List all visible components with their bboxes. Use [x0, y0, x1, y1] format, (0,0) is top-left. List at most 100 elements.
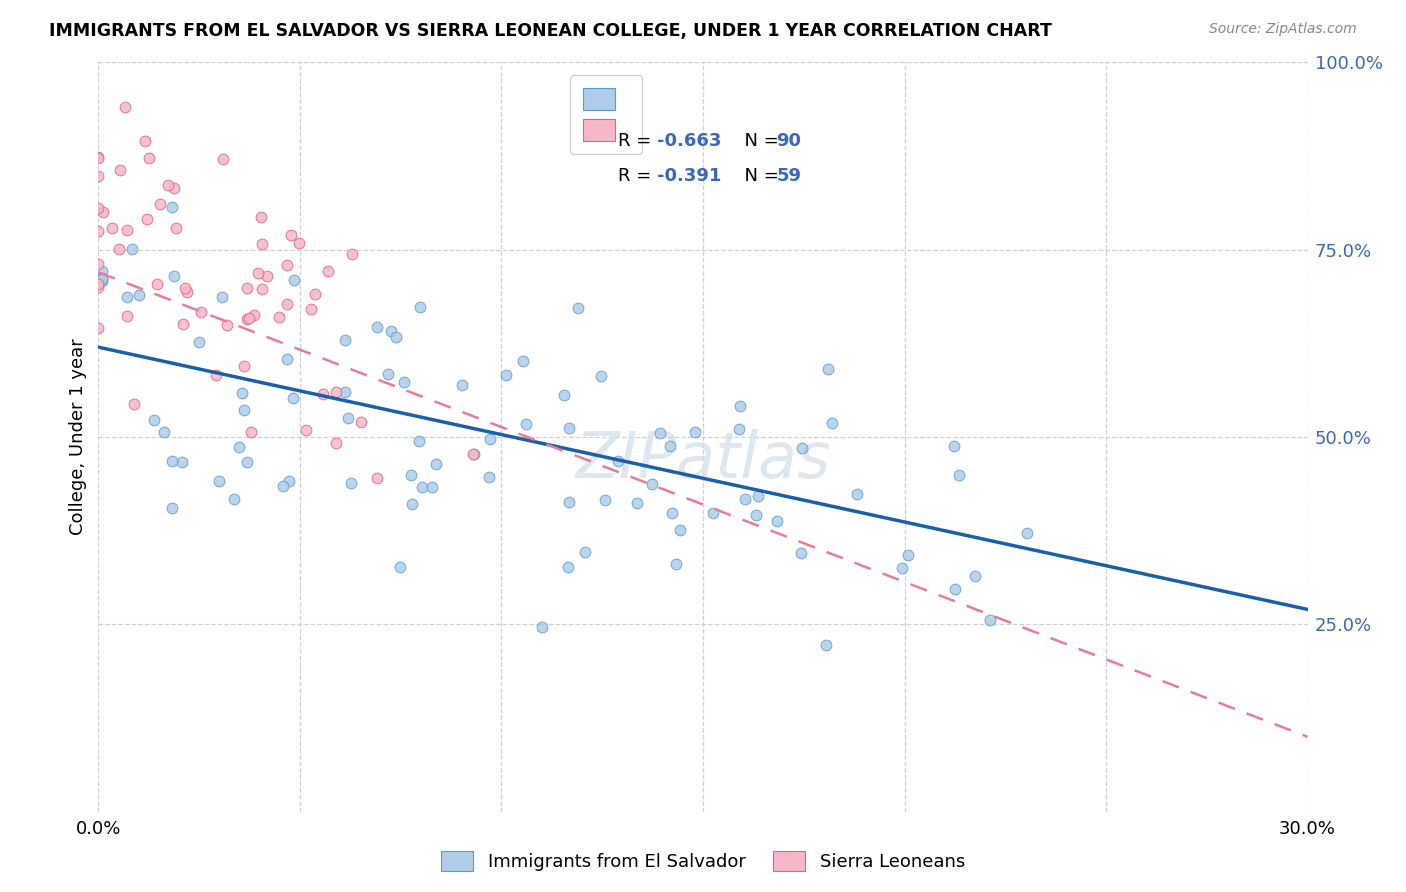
Text: -0.663: -0.663 — [657, 132, 721, 151]
Point — [425, 457, 447, 471]
Point — [165, 221, 187, 235]
Point — [163, 180, 186, 194]
Point — [160, 454, 183, 468]
Point — [299, 301, 322, 316]
Text: Source: ZipAtlas.com: Source: ZipAtlas.com — [1209, 22, 1357, 37]
Point — [401, 497, 423, 511]
Point — [281, 391, 304, 405]
Point — [325, 436, 347, 450]
Point — [702, 506, 724, 520]
Point — [115, 223, 138, 237]
Point — [172, 317, 194, 331]
Point — [87, 280, 110, 294]
Point — [366, 320, 388, 334]
Point — [979, 613, 1001, 627]
Point — [91, 271, 114, 285]
Point — [891, 561, 914, 575]
Point — [790, 441, 813, 455]
Point — [115, 309, 138, 323]
Point — [173, 280, 195, 294]
Point — [394, 375, 416, 389]
Point — [283, 273, 305, 287]
Point — [256, 268, 278, 283]
Point — [340, 475, 363, 490]
Text: ZIPatlas: ZIPatlas — [575, 428, 831, 491]
Point — [845, 486, 868, 500]
Point — [87, 201, 110, 215]
Text: -0.391: -0.391 — [657, 167, 721, 185]
Point — [420, 480, 443, 494]
Point — [648, 426, 671, 441]
Point — [87, 277, 110, 291]
Point — [121, 243, 143, 257]
Point — [495, 368, 517, 382]
Point — [153, 425, 176, 439]
Point — [304, 286, 326, 301]
Point — [591, 368, 613, 383]
Point — [87, 150, 110, 164]
Point — [163, 268, 186, 283]
Point — [295, 424, 318, 438]
Point — [188, 334, 211, 349]
Point — [110, 162, 132, 177]
Y-axis label: College, Under 1 year: College, Under 1 year — [69, 339, 87, 535]
Point — [463, 447, 485, 461]
Point — [145, 277, 167, 292]
Point — [238, 311, 260, 326]
Point — [91, 272, 114, 286]
Point — [463, 447, 485, 461]
Point — [683, 425, 706, 440]
Point — [377, 367, 399, 381]
Legend: , : , — [571, 75, 643, 153]
Point — [661, 506, 683, 520]
Point — [124, 397, 146, 411]
Point — [478, 469, 501, 483]
Point — [943, 582, 966, 596]
Point — [91, 274, 114, 288]
Point — [176, 285, 198, 300]
Point — [311, 387, 333, 401]
Point — [205, 368, 228, 382]
Point — [212, 152, 235, 166]
Point — [659, 439, 682, 453]
Point — [138, 151, 160, 165]
Point — [278, 474, 301, 488]
Point — [574, 545, 596, 559]
Point — [228, 441, 250, 455]
Point — [108, 242, 131, 256]
Point — [965, 569, 987, 583]
Point — [222, 492, 245, 507]
Point — [943, 439, 966, 453]
Point — [172, 455, 194, 469]
Point — [409, 300, 432, 314]
Point — [236, 312, 259, 326]
Point — [557, 560, 579, 574]
Legend: Immigrants from El Salvador, Sierra Leoneans: Immigrants from El Salvador, Sierra Leon… — [433, 844, 973, 879]
Point — [515, 417, 537, 431]
Text: R =: R = — [617, 132, 657, 151]
Point — [380, 324, 402, 338]
Point — [211, 290, 233, 304]
Point — [333, 385, 356, 400]
Point — [567, 301, 589, 315]
Point — [288, 236, 311, 251]
Text: N =: N = — [733, 132, 785, 151]
Point — [1017, 525, 1039, 540]
Point — [389, 559, 412, 574]
Point — [87, 321, 110, 335]
Point — [948, 467, 970, 482]
Point — [239, 425, 262, 439]
Point — [267, 310, 290, 324]
Point — [115, 290, 138, 304]
Point — [669, 523, 692, 537]
Point — [557, 494, 579, 508]
Point — [208, 474, 231, 488]
Point — [276, 296, 298, 310]
Text: 59: 59 — [776, 167, 801, 185]
Point — [385, 329, 408, 343]
Point — [728, 400, 751, 414]
Point — [246, 266, 269, 280]
Point — [557, 421, 579, 435]
Point — [789, 546, 811, 560]
Point — [817, 361, 839, 376]
